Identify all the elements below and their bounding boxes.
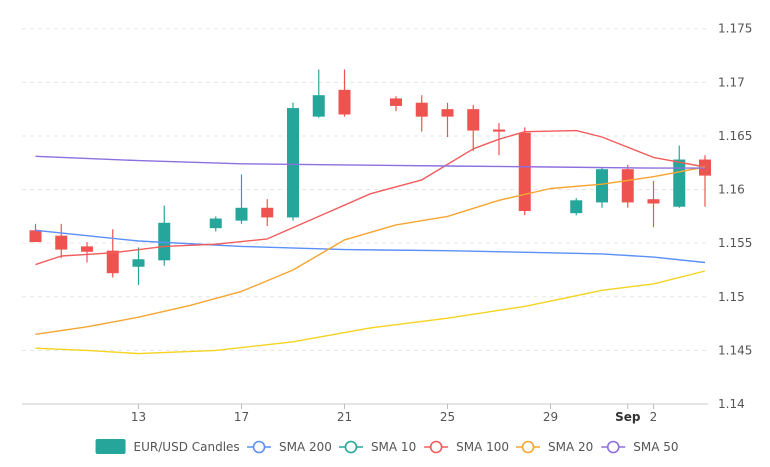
y-tick-label: 1.16	[718, 183, 745, 197]
legend-marker	[429, 440, 443, 454]
candle-body	[390, 98, 402, 106]
legend-label: EUR/USD Candles	[134, 440, 240, 454]
candle-body	[312, 95, 325, 117]
candle-body	[570, 200, 583, 214]
candle-body	[132, 259, 145, 267]
y-tick-label: 1.145	[718, 343, 752, 357]
legend-item: SMA 20	[516, 440, 593, 454]
legend-marker	[252, 440, 266, 454]
candle-body	[518, 132, 531, 211]
candle-body	[235, 207, 248, 221]
legend-item: SMA 200	[247, 440, 332, 454]
candle-body	[338, 89, 351, 115]
y-tick-label: 1.15	[718, 290, 745, 304]
sma-lines	[35, 129, 706, 355]
legend-label: SMA 100	[456, 440, 509, 454]
y-tick-label: 1.17	[718, 75, 745, 89]
candle-body	[106, 250, 119, 274]
legend-swatch	[95, 439, 126, 454]
candles	[29, 69, 711, 285]
candle-body	[493, 129, 505, 132]
legend-label: SMA 20	[548, 440, 593, 454]
y-tick-label: 1.175	[718, 22, 752, 36]
series-line	[35, 129, 706, 266]
x-tick-label: 21	[337, 410, 352, 424]
legend-label: SMA 10	[371, 440, 416, 454]
candle-body	[81, 246, 93, 252]
candle-body	[647, 199, 660, 204]
x-tick-label: 25	[440, 410, 455, 424]
x-tick-label: 17	[234, 410, 249, 424]
x-tick-label: 2	[650, 410, 658, 424]
candle-body	[29, 230, 42, 243]
series-line	[35, 166, 706, 335]
candle-body	[596, 169, 608, 203]
y-tick-label: 1.165	[718, 129, 752, 143]
legend-marker	[606, 440, 620, 454]
candle-body	[467, 109, 480, 131]
y-tick-label: 1.155	[718, 236, 752, 250]
x-tick-label: 29	[543, 410, 558, 424]
legend: EUR/USD Candles SMA 200 SMA 10 SMA 100 SMA 2…	[95, 439, 679, 454]
axes: 1.14 1.145 1.15 1.155 1.16 1.165 1.17 1.175 13 17…	[131, 22, 753, 424]
legend-item: SMA 100	[424, 440, 509, 454]
candle-body	[261, 207, 274, 218]
legend-item: SMA 10	[338, 440, 416, 454]
legend-label: SMA 50	[633, 440, 678, 454]
x-tick-label: Sep	[615, 410, 641, 424]
series-line	[35, 155, 705, 169]
candle-body	[287, 108, 299, 218]
series-line	[35, 270, 706, 355]
legend-item: EUR/USD Candles	[95, 439, 240, 454]
legend-marker	[521, 440, 535, 454]
legend-label: SMA 200	[279, 440, 332, 454]
y-tick-label: 1.14	[718, 397, 745, 411]
candle-body	[621, 169, 634, 203]
candle-body	[209, 218, 222, 229]
candle-body	[55, 235, 68, 250]
candle-body	[158, 222, 171, 261]
legend-item: SMA 50	[601, 440, 679, 454]
x-tick-label: 13	[131, 410, 146, 424]
legend-marker	[344, 440, 358, 454]
candle-body	[673, 159, 686, 207]
candle-body	[441, 109, 454, 117]
candle-body	[415, 102, 428, 117]
series-line	[35, 229, 706, 264]
grid-lines	[22, 28, 708, 405]
